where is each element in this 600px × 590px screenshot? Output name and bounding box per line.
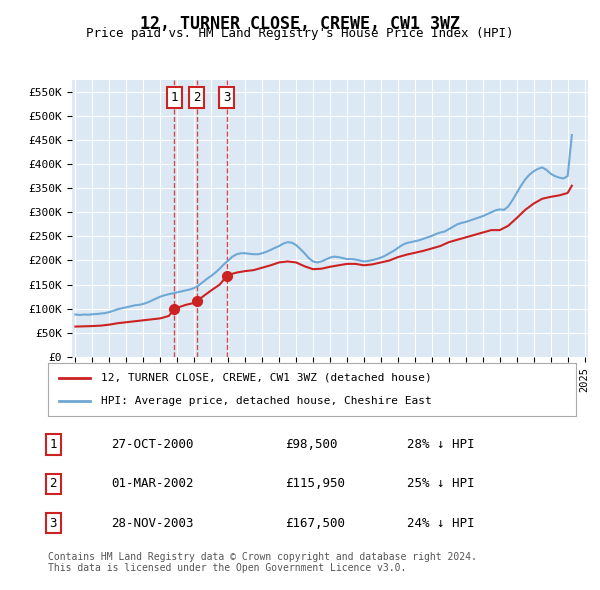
Text: 2: 2: [193, 91, 200, 104]
Text: 28-NOV-2003: 28-NOV-2003: [112, 517, 194, 530]
Text: £98,500: £98,500: [286, 438, 338, 451]
Text: 27-OCT-2000: 27-OCT-2000: [112, 438, 194, 451]
Text: 3: 3: [50, 517, 57, 530]
Text: 01-MAR-2002: 01-MAR-2002: [112, 477, 194, 490]
Text: HPI: Average price, detached house, Cheshire East: HPI: Average price, detached house, Ches…: [101, 396, 431, 406]
Text: Price paid vs. HM Land Registry's House Price Index (HPI): Price paid vs. HM Land Registry's House …: [86, 27, 514, 40]
Text: 28% ↓ HPI: 28% ↓ HPI: [407, 438, 475, 451]
Text: 1: 1: [50, 438, 57, 451]
Text: 12, TURNER CLOSE, CREWE, CW1 3WZ: 12, TURNER CLOSE, CREWE, CW1 3WZ: [140, 15, 460, 33]
Text: £167,500: £167,500: [286, 517, 346, 530]
Text: 2: 2: [50, 477, 57, 490]
Text: 25% ↓ HPI: 25% ↓ HPI: [407, 477, 475, 490]
Text: 12, TURNER CLOSE, CREWE, CW1 3WZ (detached house): 12, TURNER CLOSE, CREWE, CW1 3WZ (detach…: [101, 373, 431, 383]
Text: 24% ↓ HPI: 24% ↓ HPI: [407, 517, 475, 530]
Text: 3: 3: [223, 91, 230, 104]
Text: Contains HM Land Registry data © Crown copyright and database right 2024.
This d: Contains HM Land Registry data © Crown c…: [48, 552, 477, 573]
Text: 1: 1: [170, 91, 178, 104]
Text: £115,950: £115,950: [286, 477, 346, 490]
